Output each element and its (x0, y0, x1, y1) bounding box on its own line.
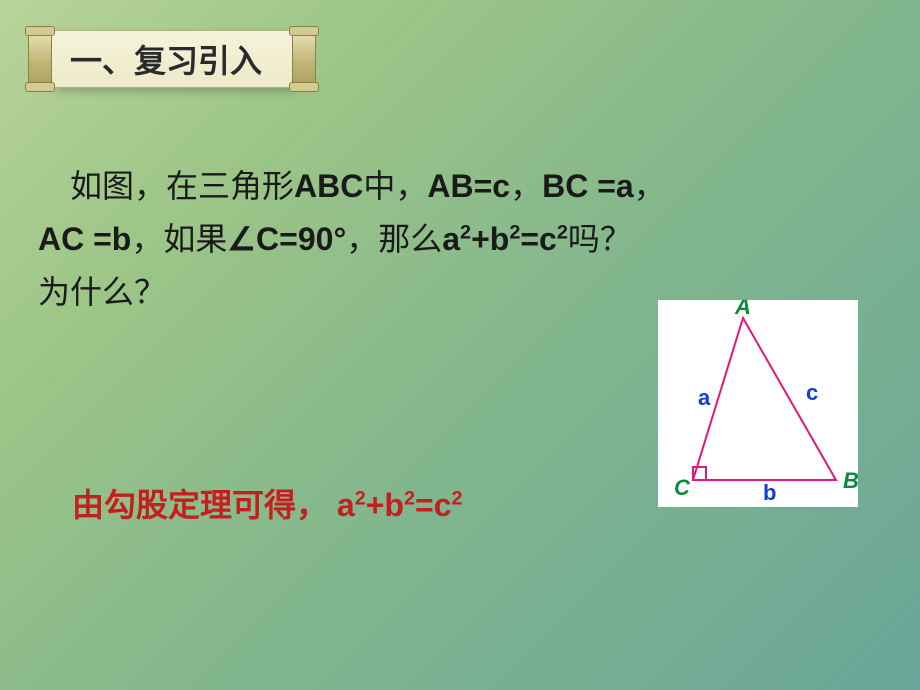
q-s2a: 2 (460, 221, 471, 243)
scroll-body: 一、复习引入 (52, 30, 292, 88)
edge-b-label: a (698, 385, 711, 410)
q-abc: ABC (294, 168, 363, 204)
q-ab: AB=c (427, 168, 510, 204)
q-s2c: 2 (557, 221, 568, 243)
q-why: 为什么？ (38, 274, 166, 310)
ans-a: a (337, 487, 355, 523)
q-c2: ， (634, 168, 666, 204)
ans-s2c: 2 (451, 487, 462, 509)
ans-s2a: 2 (355, 487, 366, 509)
q-name: ，那么 (346, 221, 442, 257)
scroll-right-end (292, 30, 316, 88)
q-ruguo: ，如果 (131, 221, 227, 257)
q-ac: AC =b (38, 221, 131, 257)
triangle-svg: A B C c a b (658, 300, 858, 507)
title-banner: 一、复习引入 (28, 30, 316, 88)
edge-a-label: b (763, 480, 776, 505)
ans-eq: =c (415, 487, 451, 523)
vertex-c-label: C (674, 475, 691, 500)
ans-pre: 由勾股定理可得， (72, 487, 337, 523)
q-s2b: 2 (509, 221, 520, 243)
question-block: 如图，在三角形ABC中，AB=c，BC =a，AC =b，如果∠C=90°，那么… (38, 160, 880, 318)
q-plus: +b (471, 221, 509, 257)
q-eq: =c (520, 221, 556, 257)
q-bc: BC =a (542, 168, 634, 204)
q-zhong: 中， (363, 168, 427, 204)
scroll-left-end (28, 30, 52, 88)
vertex-a-label: A (734, 300, 751, 319)
q-a: a (442, 221, 460, 257)
triangle-figure: A B C c a b (658, 300, 858, 507)
answer-block: 由勾股定理可得， a2+b2=c2 (72, 480, 463, 526)
ans-plus: +b (366, 487, 404, 523)
q-ma: 吗？ (568, 221, 632, 257)
edge-c-label: c (806, 380, 818, 405)
title-text: 一、复习引入 (70, 36, 262, 82)
vertex-b-label: B (843, 468, 858, 493)
q-seg1: 如图，在三角形 (38, 168, 294, 204)
q-c1: ， (510, 168, 542, 204)
q-angle: ∠C=90° (227, 221, 346, 257)
ans-s2b: 2 (404, 487, 415, 509)
